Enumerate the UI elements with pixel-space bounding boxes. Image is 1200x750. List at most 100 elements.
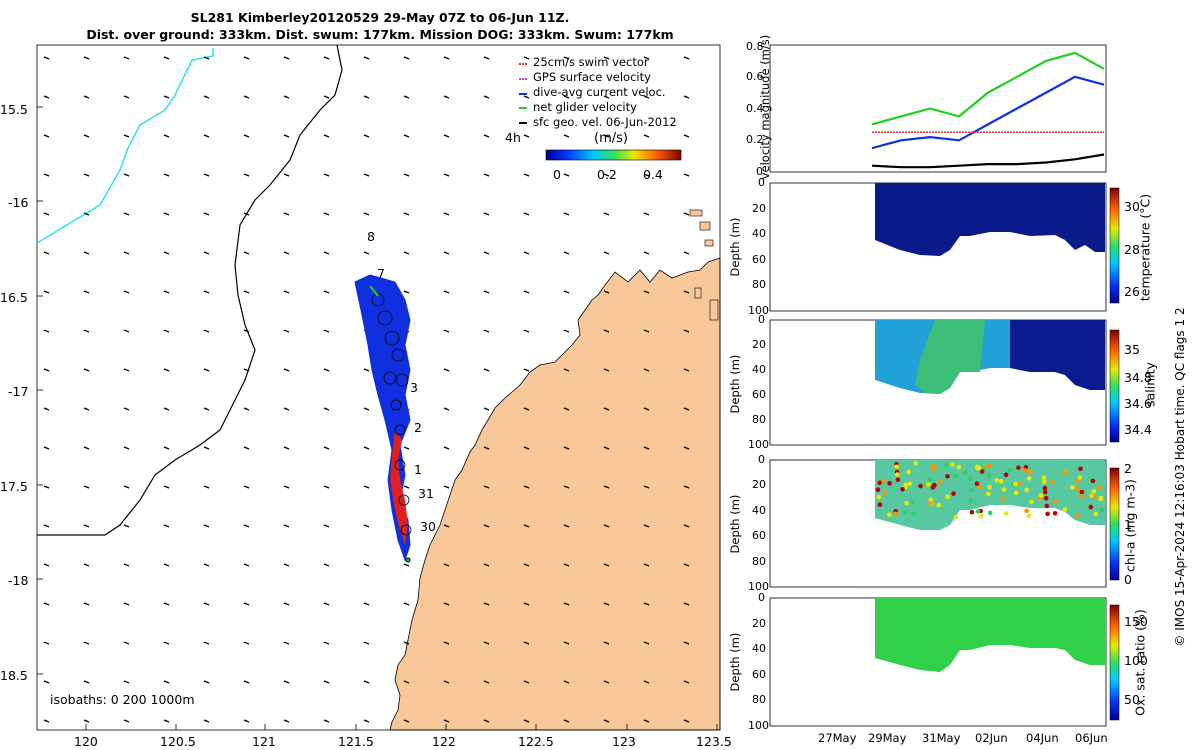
glider-track-loops [371, 293, 412, 536]
vector-arrow [243, 446, 250, 450]
map-xtick-3: 121 [252, 734, 276, 749]
vector-arrow [603, 407, 610, 411]
vector-arrow [363, 134, 370, 138]
vector-arrow [363, 602, 370, 606]
vector-arrow [43, 641, 50, 645]
vector-arrow [643, 56, 650, 60]
colorbar-label: (m/s) [594, 131, 628, 146]
map-xtick-8: 123.5 [696, 734, 732, 749]
isobath-label: isobaths: 0 200 1000m [50, 692, 195, 707]
vector-arrow [523, 173, 530, 177]
vector-arrow [203, 173, 210, 177]
vector-arrow [603, 602, 610, 606]
vector-arrow [123, 485, 130, 489]
depth-ytick: 100 [748, 304, 769, 317]
vector-arrow [643, 524, 650, 528]
vector-arrow [523, 602, 530, 606]
vector-arrow [283, 563, 290, 567]
vector-arrow [403, 641, 410, 645]
sal-tick: 34.6 [1124, 396, 1152, 411]
vector-arrow [163, 407, 170, 411]
vector-arrow [163, 680, 170, 684]
vector-arrow [203, 524, 210, 528]
vector-arrow [443, 524, 450, 528]
vector-arrow [683, 173, 690, 177]
vector-arrow [323, 56, 330, 60]
time-label: 4h [505, 130, 521, 145]
vector-arrow [163, 641, 170, 645]
vector-arrow [523, 563, 530, 567]
vector-arrow [683, 641, 690, 645]
vector-arrow [683, 56, 690, 60]
vector-arrow [683, 95, 690, 99]
vector-arrow [163, 485, 170, 489]
vector-arrow [683, 524, 690, 528]
vel-ytick: 0.8 [746, 40, 764, 53]
depth-ytick: 20 [752, 478, 766, 492]
vector-arrow [43, 407, 50, 411]
vector-arrow [603, 173, 610, 177]
glider-start-marker [369, 285, 379, 297]
vector-arrow [163, 719, 170, 723]
track-label: 7 [377, 266, 385, 281]
vector-arrow [43, 134, 50, 138]
vector-arrow [203, 134, 210, 138]
depth-ylabel: Depth (m) [728, 354, 742, 414]
vector-arrow [683, 251, 690, 255]
depth-ytick: 0 [758, 313, 765, 326]
vector-arrow [443, 173, 450, 177]
vector-arrow [283, 407, 290, 411]
vector-arrow [123, 524, 130, 528]
vector-arrow [443, 446, 450, 450]
depth-ylabel: Depth (m) [728, 632, 742, 692]
vector-arrow [283, 485, 290, 489]
depth-ylabel: Depth (m) [728, 494, 742, 554]
vector-arrow [203, 251, 210, 255]
map-ytick-3: 16.5 [0, 290, 28, 305]
vector-arrow [123, 329, 130, 333]
vector-arrow [443, 134, 450, 138]
vector-arrow [323, 602, 330, 606]
vector-arrow [83, 368, 90, 372]
vector-arrow [123, 446, 130, 450]
track-label: 30 [420, 519, 436, 534]
vector-arrow [603, 368, 610, 372]
depth-ytick: 60 [752, 388, 766, 401]
land-mass [389, 257, 721, 731]
legend-item: GPS surface velocity [533, 70, 651, 84]
map-ytick-6: -18 [8, 573, 29, 588]
vector-arrow [163, 563, 170, 567]
vector-arrow [563, 251, 570, 255]
vector-arrow [283, 641, 290, 645]
vector-arrow [323, 251, 330, 255]
vector-arrow [283, 329, 290, 333]
chl-tick: 1 [1124, 517, 1132, 532]
legend-item: net glider velocity [533, 100, 637, 114]
depth-ytick: 20 [752, 338, 766, 351]
vector-arrow [123, 563, 130, 567]
vector-arrow [483, 368, 490, 372]
vector-arrow [243, 407, 250, 411]
legend-item: 25cm/s swim vector [533, 55, 649, 69]
vector-arrow [483, 290, 490, 294]
vector-arrow [443, 719, 450, 723]
ox-tick: 50 [1124, 692, 1140, 707]
vector-arrow [523, 680, 530, 684]
vector-arrow [43, 56, 50, 60]
vector-arrow [403, 134, 410, 138]
map-ytick-4: -17 [8, 384, 29, 399]
depth-ytick: 40 [752, 227, 766, 241]
vector-arrow [123, 680, 130, 684]
vector-arrow [83, 56, 90, 60]
vector-arrow [363, 719, 370, 723]
vector-arrow [403, 56, 410, 60]
vector-arrow [643, 212, 650, 216]
depth-ytick: 60 [752, 667, 766, 681]
vector-arrow [523, 290, 530, 294]
vector-arrow [403, 719, 410, 723]
vector-arrow [563, 134, 570, 138]
vector-arrow [83, 680, 90, 684]
vector-arrow [603, 212, 610, 216]
vector-arrow [83, 641, 90, 645]
vel-ytick: 0.4 [746, 102, 764, 115]
